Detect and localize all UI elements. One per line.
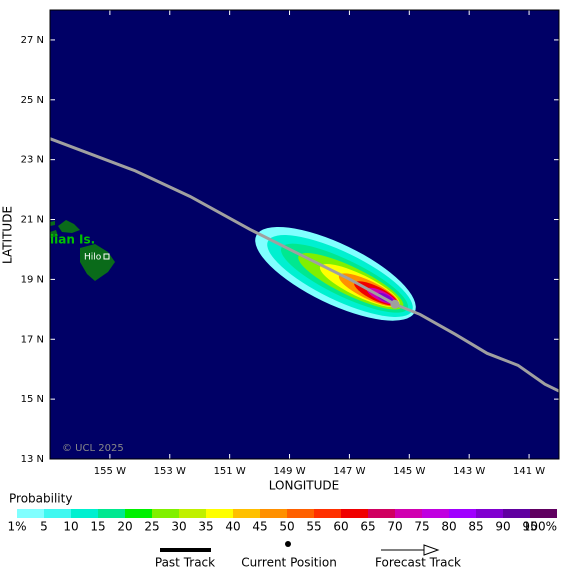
x-tick-label: 155 W (94, 466, 126, 477)
y-tick-label: 27 N (21, 35, 44, 46)
legend-label: 75 (414, 520, 429, 534)
legend-label: 50 (279, 520, 294, 534)
x-tick-label: 149 W (273, 466, 305, 477)
y-tick-label: 17 N (21, 334, 44, 345)
x-tick-label: 145 W (393, 466, 425, 477)
key-label: Past Track (155, 556, 215, 570)
legend-swatch (17, 509, 44, 518)
legend-swatch (206, 509, 233, 518)
legend-label: 55 (306, 520, 321, 534)
current-position-key (285, 541, 291, 547)
legend-label: 20 (117, 520, 132, 534)
y-tick-label: 19 N (21, 274, 44, 285)
city-marker (103, 253, 110, 260)
forecast-track-arrow (423, 544, 440, 556)
legend-label: 100% (523, 520, 557, 534)
legend: 1% 5 10 15 20 25 30 35 40 45 50 55 60 65 70 75 80 85 90 951… (7, 509, 557, 534)
city-label: Hilo (84, 253, 102, 263)
legend-swatch (341, 509, 368, 518)
legend-label: 35 (198, 520, 213, 534)
x-tick-label: 151 W (214, 466, 246, 477)
legend-swatch (422, 509, 449, 518)
legend-swatch (44, 509, 71, 518)
legend-swatch (71, 509, 98, 518)
copyright: © UCL 2025 (62, 443, 124, 454)
legend-label: 25 (144, 520, 159, 534)
legend-swatch (530, 509, 557, 518)
legend-label: 10 (63, 520, 78, 534)
legend-label: 30 (171, 520, 186, 534)
key-label: Current Position (241, 556, 337, 570)
y-tick-label: 25 N (21, 95, 44, 106)
plot-frame (49, 9, 560, 460)
legend-label: 60 (333, 520, 348, 534)
island (80, 244, 115, 281)
legend-swatch (368, 509, 395, 518)
current-position (390, 299, 400, 309)
island (50, 230, 58, 238)
legend-swatch (260, 509, 287, 518)
y-axis-label: LATITUDE (1, 206, 15, 264)
island (58, 220, 80, 233)
legend-swatch (503, 509, 530, 518)
key-label: Forecast Track (375, 556, 461, 570)
island-label: iian Is. (50, 233, 95, 247)
legend-swatch (287, 509, 314, 518)
legend-label: 1% (7, 520, 26, 534)
islands (50, 220, 115, 281)
legend-label: 80 (441, 520, 456, 534)
legend-label: 45 (252, 520, 267, 534)
legend-label: 70 (387, 520, 402, 534)
legend-label: 65 (360, 520, 375, 534)
legend-title: Probability (9, 492, 72, 506)
legend-swatch (179, 509, 206, 518)
x-tick-label: 143 W (453, 466, 485, 477)
legend-swatch (233, 509, 260, 518)
y-tick-label: 23 N (21, 155, 44, 166)
legend-label: 15 (90, 520, 105, 534)
legend-label: 95 (522, 520, 537, 534)
x-axis-label: LONGITUDE (269, 479, 339, 493)
x-tick-label: 141 W (513, 466, 545, 477)
x-tick-label: 153 W (154, 466, 186, 477)
legend-label: 40 (225, 520, 240, 534)
legend-label: 5 (40, 520, 48, 534)
legend-label: 85 (468, 520, 483, 534)
legend-swatch (395, 509, 422, 518)
legend-swatch (152, 509, 179, 518)
axes: 155 W 153 W 151 W 149 W 147 W 145 W 143 W 141 W… (21, 10, 559, 477)
x-tick-label: 147 W (333, 466, 365, 477)
y-tick-label: 15 N (21, 394, 44, 405)
y-tick-label: 13 N (21, 454, 44, 465)
legend-swatch (476, 509, 503, 518)
legend-swatch (449, 509, 476, 518)
legend-swatch (125, 509, 152, 518)
legend-swatch (98, 509, 125, 518)
track (49, 137, 560, 393)
island (50, 221, 55, 226)
y-tick-label: 21 N (21, 215, 44, 226)
legend-label: 90 (495, 520, 510, 534)
legend-swatch (314, 509, 341, 518)
